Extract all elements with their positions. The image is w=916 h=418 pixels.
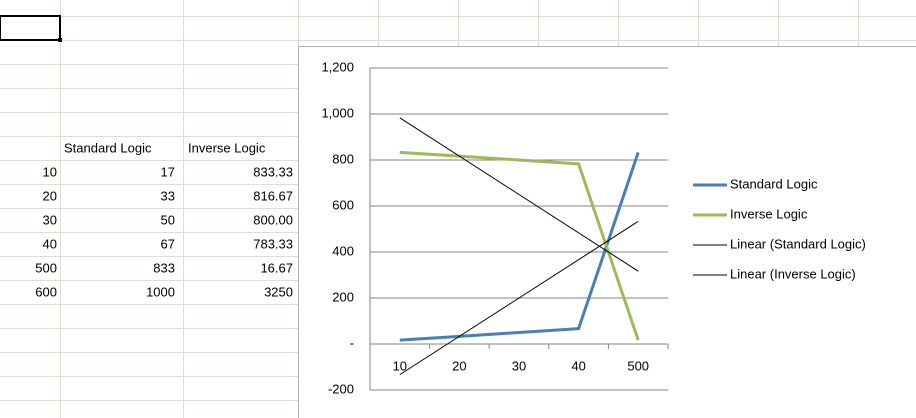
x-tick-label: 30 [512, 358, 526, 373]
cell-text: 816.67 [253, 188, 293, 203]
y-tick-label: 400 [332, 243, 354, 258]
legend-label: Linear (Standard Logic) [730, 236, 866, 251]
selected-cell[interactable] [0, 15, 61, 41]
y-tick-label: 200 [332, 289, 354, 304]
trendline [399, 220, 639, 376]
cell-text: 33 [161, 188, 175, 203]
table: Standard Logic Inverse Logic 10 17 833.33 20 3… [35, 140, 293, 299]
y-tick-label: 1,000 [321, 105, 354, 120]
cell-text: 3250 [264, 284, 293, 299]
column-header: Inverse Logic [188, 140, 266, 155]
cell-text: 17 [161, 164, 175, 179]
fill-handle[interactable] [58, 38, 62, 42]
cell-text: 833 [153, 260, 175, 275]
y-tick-label: - [350, 335, 354, 350]
y-tick-label: 1,200 [321, 59, 354, 74]
column-header: Standard Logic [64, 140, 152, 155]
cell-text: 833.33 [253, 164, 293, 179]
chart-area[interactable] [298, 46, 916, 418]
cell-text: 67 [161, 236, 175, 251]
cell-text: 783.33 [253, 236, 293, 251]
legend-label: Linear (Inverse Logic) [730, 266, 856, 281]
series-line [399, 151, 640, 342]
legend-label: Inverse Logic [730, 206, 808, 221]
x-tick-label: 10 [393, 358, 407, 373]
trendline [399, 117, 639, 272]
cell-text: 50 [161, 212, 175, 227]
legend-label: Standard Logic [730, 176, 818, 191]
cell-text: 1000 [146, 284, 175, 299]
cell-text: 500 [35, 260, 57, 275]
cell-text: 800.00 [253, 212, 293, 227]
y-tick-label: -200 [328, 381, 354, 396]
cell-text: 30 [43, 212, 57, 227]
x-tick-label: 20 [452, 358, 466, 373]
y-tick-label: 800 [332, 151, 354, 166]
series-line [399, 150, 640, 341]
cell-text: 40 [43, 236, 57, 251]
x-tick-label: 500 [627, 358, 649, 373]
cell-text: 10 [43, 164, 57, 179]
x-tick-label: 40 [571, 358, 585, 373]
cell-text: 600 [35, 284, 57, 299]
cell-text: 20 [43, 188, 57, 203]
cell-text: 16.67 [260, 260, 293, 275]
y-tick-label: 600 [332, 197, 354, 212]
